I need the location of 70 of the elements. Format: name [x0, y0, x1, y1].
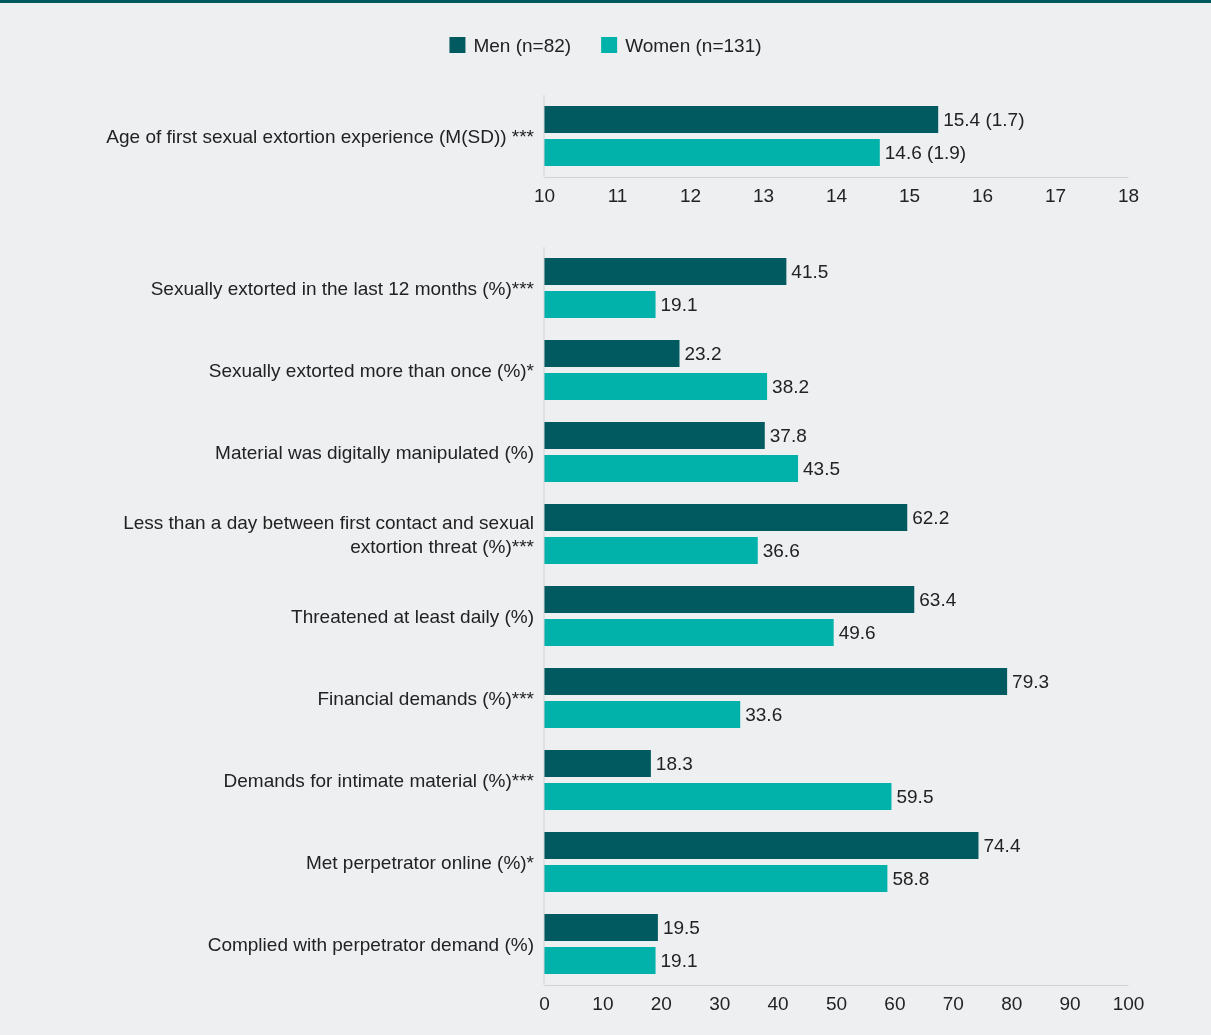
data-label: 58.8 [892, 868, 930, 890]
x-tick-label: 0 [539, 993, 550, 1015]
x-tick-label: 20 [650, 993, 672, 1015]
data-label: 19.5 [662, 917, 700, 939]
data-label: 63.4 [919, 589, 957, 611]
bar [544, 455, 799, 482]
bar [544, 291, 656, 318]
x-tick-label: 13 [752, 185, 775, 207]
data-label: 14.6 (1.9) [884, 142, 967, 164]
x-tick-label: 100 [1112, 993, 1145, 1015]
x-tick-label: 30 [709, 993, 731, 1015]
y-tick-label: Financial demands (%)*** [317, 687, 535, 709]
x-tick-label: 14 [825, 185, 848, 207]
y-tick-label: Sexually extorted more than once (%)* [208, 359, 535, 381]
bar [544, 619, 834, 646]
y-tick-label: Less than a day between first contact and sexual extortion threat (%)*** [123, 511, 535, 557]
x-tick-label: 50 [825, 993, 848, 1015]
y-tick-label: Demands for intimate material (%)*** [223, 769, 535, 791]
bar [544, 586, 915, 613]
bar [544, 947, 656, 974]
data-label: 62.2 [912, 507, 950, 529]
x-tick-label: 10 [592, 993, 614, 1015]
x-tick-label: 17 [1044, 185, 1067, 207]
bar [544, 373, 768, 400]
data-label: 18.3 [655, 753, 693, 775]
data-label: 36.6 [762, 540, 800, 562]
x-tick-label: 70 [942, 993, 964, 1015]
y-tick-label: Threatened at least daily (%) [291, 605, 534, 627]
x-tick-label: 10 [533, 185, 556, 207]
data-label: 38.2 [772, 376, 810, 398]
bar [544, 340, 680, 367]
x-tick-label: 15 [898, 185, 921, 207]
bar [544, 537, 758, 564]
data-label: 23.2 [684, 343, 722, 365]
bar [544, 865, 888, 892]
data-label: 59.5 [896, 786, 934, 808]
data-label: 19.1 [660, 950, 698, 972]
bar [544, 701, 741, 728]
x-tick-label: 40 [767, 993, 789, 1015]
data-label: 19.1 [660, 294, 698, 316]
data-label: 79.3 [1012, 671, 1050, 693]
bar [544, 504, 908, 531]
bar [544, 832, 979, 859]
y-tick-label: Complied with perpetrator demand (%) [207, 933, 534, 955]
x-tick-label: 60 [884, 993, 906, 1015]
legend-label: Women (n=131) [625, 34, 762, 56]
data-label: 15.4 (1.7) [943, 109, 1025, 131]
data-label: 33.6 [745, 704, 783, 726]
y-tick-label: Met perpetrator online (%)* [305, 851, 535, 873]
y-tick-label: Material was digitally manipulated (%) [215, 441, 534, 463]
legend-label: Men (n=82) [473, 34, 572, 56]
bar [544, 750, 651, 777]
y-tick-label: Sexually extorted in the last 12 months (%)*** [150, 277, 535, 299]
data-label: 37.8 [769, 425, 807, 447]
bar [544, 258, 787, 285]
bar [544, 914, 658, 941]
data-label: 49.6 [838, 622, 876, 644]
x-tick-label: 18 [1117, 185, 1140, 207]
x-tick-label: 90 [1059, 993, 1081, 1015]
data-label: 41.5 [791, 261, 829, 283]
bar [544, 668, 1008, 695]
x-tick-label: 11 [607, 185, 628, 207]
bar [544, 783, 892, 810]
bar [544, 422, 765, 449]
x-tick-label: 12 [679, 185, 702, 207]
data-label: 43.5 [803, 458, 841, 480]
x-tick-label: 80 [1001, 993, 1023, 1015]
data-label: 74.4 [983, 835, 1021, 857]
x-tick-label: 16 [971, 185, 994, 207]
y-tick-label: Age of first sexual extortion experience (M(SD)) *** [106, 125, 535, 147]
